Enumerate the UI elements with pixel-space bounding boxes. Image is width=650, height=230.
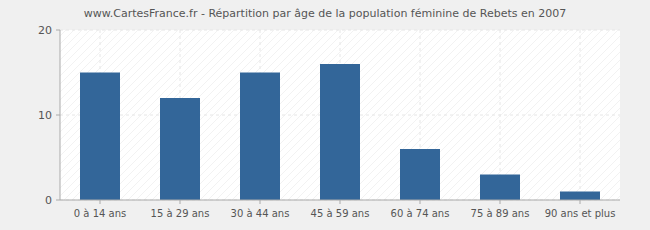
y-tick bbox=[56, 115, 60, 116]
y-tick-label: 10 bbox=[38, 109, 52, 122]
y-tick bbox=[56, 200, 60, 201]
x-tick bbox=[580, 200, 581, 204]
bar bbox=[160, 98, 200, 200]
bar bbox=[560, 192, 600, 201]
y-tick bbox=[56, 30, 60, 31]
bar bbox=[240, 73, 280, 201]
title: www.CartesFrance.fr - Répartition par âg… bbox=[84, 7, 566, 20]
bars bbox=[80, 64, 600, 200]
x-tick-label: 30 à 44 ans bbox=[231, 208, 290, 219]
x-tick bbox=[500, 200, 501, 204]
x-tick bbox=[180, 200, 181, 204]
x-tick-label: 75 à 89 ans bbox=[471, 208, 530, 219]
x-tick-label: 90 ans et plus bbox=[545, 208, 616, 219]
x-tick-label: 0 à 14 ans bbox=[74, 208, 126, 219]
chart: 0 10 20 0 à 14 ans 15 à 29 ans 30 à 44 ans 45 … bbox=[0, 0, 650, 230]
x-tick-label: 60 à 74 ans bbox=[391, 208, 450, 219]
plot-hatch bbox=[60, 30, 620, 200]
x-tick-label: 45 à 59 ans bbox=[311, 208, 370, 219]
x-tick-label: 15 à 29 ans bbox=[151, 208, 210, 219]
x-tick bbox=[260, 200, 261, 204]
x-tick bbox=[420, 200, 421, 204]
bar bbox=[480, 175, 520, 201]
bar bbox=[320, 64, 360, 200]
x-tick bbox=[100, 200, 101, 204]
y-tick-label: 20 bbox=[38, 24, 52, 37]
x-tick bbox=[340, 200, 341, 204]
bar bbox=[80, 73, 120, 201]
plot-area bbox=[60, 30, 620, 200]
grid-line-x bbox=[580, 30, 581, 200]
y-tick-label: 0 bbox=[45, 194, 52, 207]
bar bbox=[400, 149, 440, 200]
background bbox=[0, 0, 650, 230]
